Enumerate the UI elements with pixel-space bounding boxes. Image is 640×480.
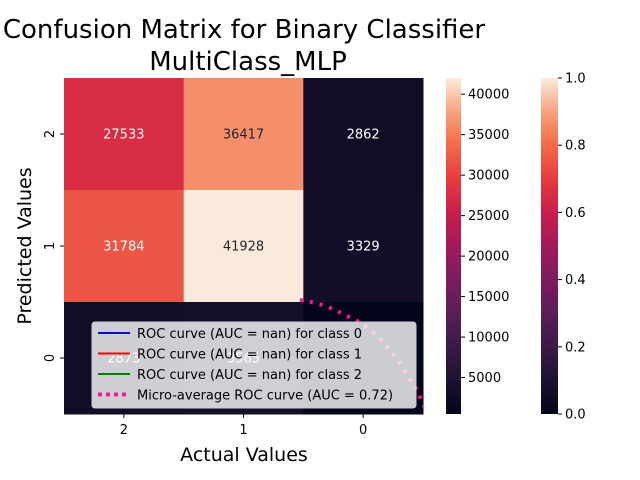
colorbar-secondary-ticks: 0.0 0.2 0.4 0.6 0.8 1.0: [558, 72, 586, 423]
colorbar-secondary-tick-label: 0.6: [565, 206, 586, 221]
cell-value-label: 41928: [223, 240, 264, 255]
legend-frame: [91, 321, 417, 409]
colorbar-secondary-tick-label: 1.0: [565, 72, 586, 87]
legend: ROC curve (AUC = nan) for class 0 ROC cur…: [91, 321, 417, 409]
cell-value-label: 27533: [103, 128, 144, 143]
colorbar-main-tick-label: 35000: [468, 128, 509, 143]
colorbar-main-tick-label: 5000: [468, 371, 501, 386]
legend-entry-label: ROC curve (AUC = nan) for class 0: [137, 327, 362, 342]
cell-value-label: 2862: [347, 128, 380, 143]
colorbar-main: [446, 78, 461, 414]
y-tick-label: 1: [43, 242, 58, 250]
cell-value-label: 36417: [223, 128, 264, 143]
colorbar-secondary-tick-label: 0.4: [565, 273, 586, 288]
colorbar-main-tick-label: 10000: [468, 331, 509, 346]
legend-entry-label: ROC curve (AUC = nan) for class 2: [137, 368, 362, 383]
chart-title-line2: MultiClass_MLP: [149, 47, 347, 77]
colorbar-main-ticks: 5000 10000 15000 20000 25000 30000 35000 40000: [461, 88, 509, 386]
x-axis-ticks: 2 1 0: [120, 414, 367, 438]
heatmap-cell-r0-c2: [303, 78, 424, 191]
y-tick-label: 2: [43, 130, 58, 138]
x-tick-label: 1: [239, 423, 247, 438]
x-axis-label: Actual Values: [180, 444, 308, 466]
heatmap-cell-r0-c1: [183, 78, 304, 191]
legend-entry-label: Micro-average ROC curve (AUC = 0.72): [137, 389, 393, 404]
heatmap-cell-r0-c0: [64, 78, 185, 191]
colorbar-main-tick-label: 20000: [468, 250, 509, 265]
heatmap-cell-r1-c0: [64, 190, 185, 303]
colorbar-main-tick-label: 30000: [468, 169, 509, 184]
cell-value-label: 3329: [347, 240, 380, 255]
colorbar-secondary-tick-label: 0.2: [565, 340, 586, 355]
chart-title-line1: Confusion Matrix for Binary Classifier: [3, 15, 486, 45]
x-tick-label: 0: [359, 423, 367, 438]
y-tick-label: 0: [43, 354, 58, 362]
colorbar-secondary: [541, 78, 558, 414]
heatmap-cell-r1-c2: [303, 190, 424, 303]
heatmap-cell-r1-c1: [183, 190, 304, 303]
colorbar-main-tick-label: 40000: [468, 88, 509, 103]
legend-entry-label: ROC curve (AUC = nan) for class 1: [137, 348, 362, 363]
legend-entries: ROC curve (AUC = nan) for class 0 ROC cur…: [98, 327, 393, 404]
x-tick-label: 2: [120, 423, 128, 438]
colorbar-main-tick-label: 15000: [468, 290, 509, 305]
y-axis-ticks: 2 1 0: [43, 130, 64, 362]
colorbar-secondary-tick-label: 0.8: [565, 139, 586, 154]
colorbar-secondary-tick-label: 0.0: [565, 408, 586, 423]
y-axis-label: Predicted Values: [14, 167, 36, 324]
cell-value-label: 31784: [103, 240, 144, 255]
colorbar-main-tick-label: 25000: [468, 209, 509, 224]
